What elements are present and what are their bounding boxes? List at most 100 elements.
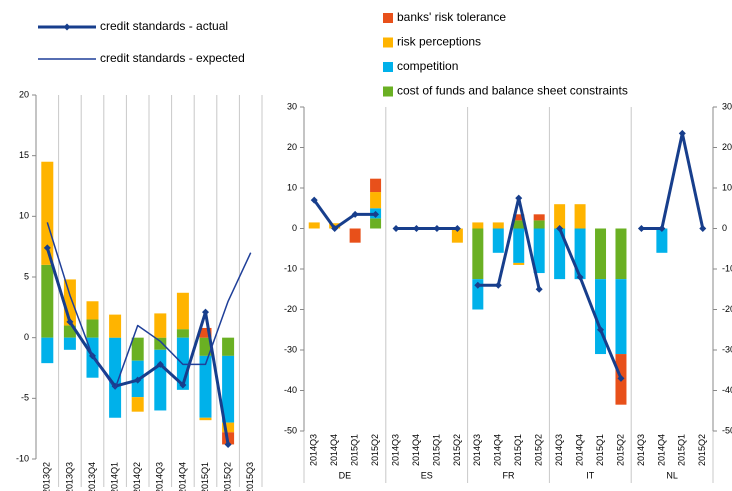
bar-segment (109, 337, 122, 418)
line-marker (351, 210, 359, 218)
y2-tick-label: -40 (722, 385, 732, 395)
bar-segment (533, 214, 545, 221)
line-marker (372, 210, 380, 218)
y-tick-label: 0 (24, 332, 29, 342)
y-tick-label: -40 (284, 385, 297, 395)
line-series (46, 222, 252, 390)
bar-segment (199, 355, 212, 418)
bar-segment (472, 228, 484, 280)
bar-segment (595, 228, 607, 280)
bar-segment (595, 279, 607, 355)
legend-swatch (383, 37, 393, 48)
y-tick-label: 20 (19, 89, 29, 99)
line-marker (412, 225, 420, 232)
line-series (558, 227, 623, 379)
y-tick-label: 10 (19, 211, 29, 221)
line-series (313, 199, 376, 230)
bar-segment (513, 214, 525, 221)
y2-tick-label: -50 (722, 425, 732, 435)
bar-segment (154, 313, 167, 338)
x-tick-label: 2015Q1 (431, 434, 441, 466)
line-marker (474, 281, 482, 289)
y-tick-label: 30 (287, 101, 297, 111)
line-series (641, 131, 705, 230)
bar-segment (199, 417, 212, 421)
x-tick-label: 2014Q3 (390, 434, 400, 466)
bar-segment (86, 301, 99, 320)
line-marker (535, 285, 543, 293)
bar-segment (554, 204, 566, 229)
bar-segment (109, 314, 122, 338)
group-label: ES (421, 470, 433, 480)
bar-segment (492, 228, 504, 253)
legend-label: risk perceptions (397, 35, 481, 49)
y-tick-label: -10 (16, 453, 29, 463)
x-tick-label: 2015Q1 (513, 434, 523, 466)
legend-swatch (383, 86, 393, 97)
bar-segment (533, 220, 545, 229)
y2-tick-label: -20 (722, 304, 732, 314)
x-tick-label: 2014Q4 (411, 434, 421, 466)
line-marker (678, 129, 686, 137)
y2-tick-label: -30 (722, 344, 732, 354)
line-marker (637, 225, 645, 232)
y-tick-label: -20 (284, 304, 297, 314)
x-tick-label: 2015Q1 (595, 434, 605, 466)
legend-label: credit standards - expected (100, 51, 245, 65)
bar-segment (176, 292, 189, 330)
legend-swatch (383, 62, 393, 72)
bar-segment (131, 337, 144, 361)
group-label: IT (586, 470, 595, 480)
x-tick-label: 2015Q1 (677, 434, 687, 466)
line-marker (66, 318, 74, 326)
line-marker (515, 194, 523, 202)
legend-swatch (383, 13, 393, 23)
bar-segment (86, 319, 99, 338)
line-marker (453, 225, 461, 232)
bar-segment (533, 228, 545, 274)
y-tick-label: -50 (284, 425, 297, 435)
bar-segment (131, 397, 144, 412)
y-tick-label: -5 (21, 393, 29, 403)
bar-segment (451, 228, 463, 243)
y-tick-label: -30 (284, 344, 297, 354)
bar-segment (41, 264, 54, 338)
x-tick-label: 2014Q4 (329, 434, 339, 466)
x-tick-label: 2015Q2 (452, 434, 462, 466)
bar-segment (492, 222, 504, 229)
x-tick-label: 2013Q3 (64, 462, 74, 491)
bar-segment (41, 161, 54, 265)
bar-segment (176, 329, 189, 338)
y-tick-label: 0 (292, 223, 297, 233)
line-marker (617, 374, 625, 382)
bar-segment (513, 262, 525, 265)
group-label: DE (339, 470, 352, 480)
bar-segment (656, 228, 668, 253)
legend-label: competition (397, 59, 458, 73)
bar-segment (370, 178, 382, 193)
x-tick-label: 2015Q3 (245, 462, 255, 491)
bar-segment (63, 337, 76, 350)
x-tick-label: 2014Q1 (109, 462, 119, 491)
bar-segment (615, 279, 627, 355)
x-tick-label: 2015Q1 (350, 434, 360, 466)
bar-segment (154, 337, 167, 350)
group-label: FR (503, 470, 515, 480)
line-marker (433, 225, 441, 232)
line-marker (494, 281, 502, 289)
bar-segment (222, 337, 235, 356)
bar-segment (615, 228, 627, 280)
line-marker (658, 225, 666, 232)
x-tick-label: 2014Q4 (656, 434, 666, 466)
x-tick-label: 2013Q4 (87, 462, 97, 491)
bar-segment (554, 228, 566, 280)
y-tick-label: 15 (19, 150, 29, 160)
bar-segment (349, 228, 361, 243)
y2-tick-label: 30 (722, 101, 732, 111)
bar-segment (222, 422, 235, 433)
x-tick-label: 2015Q2 (534, 434, 544, 466)
x-tick-label: 2014Q4 (574, 434, 584, 466)
y2-tick-label: -10 (722, 263, 732, 273)
bar-segment (154, 349, 167, 411)
